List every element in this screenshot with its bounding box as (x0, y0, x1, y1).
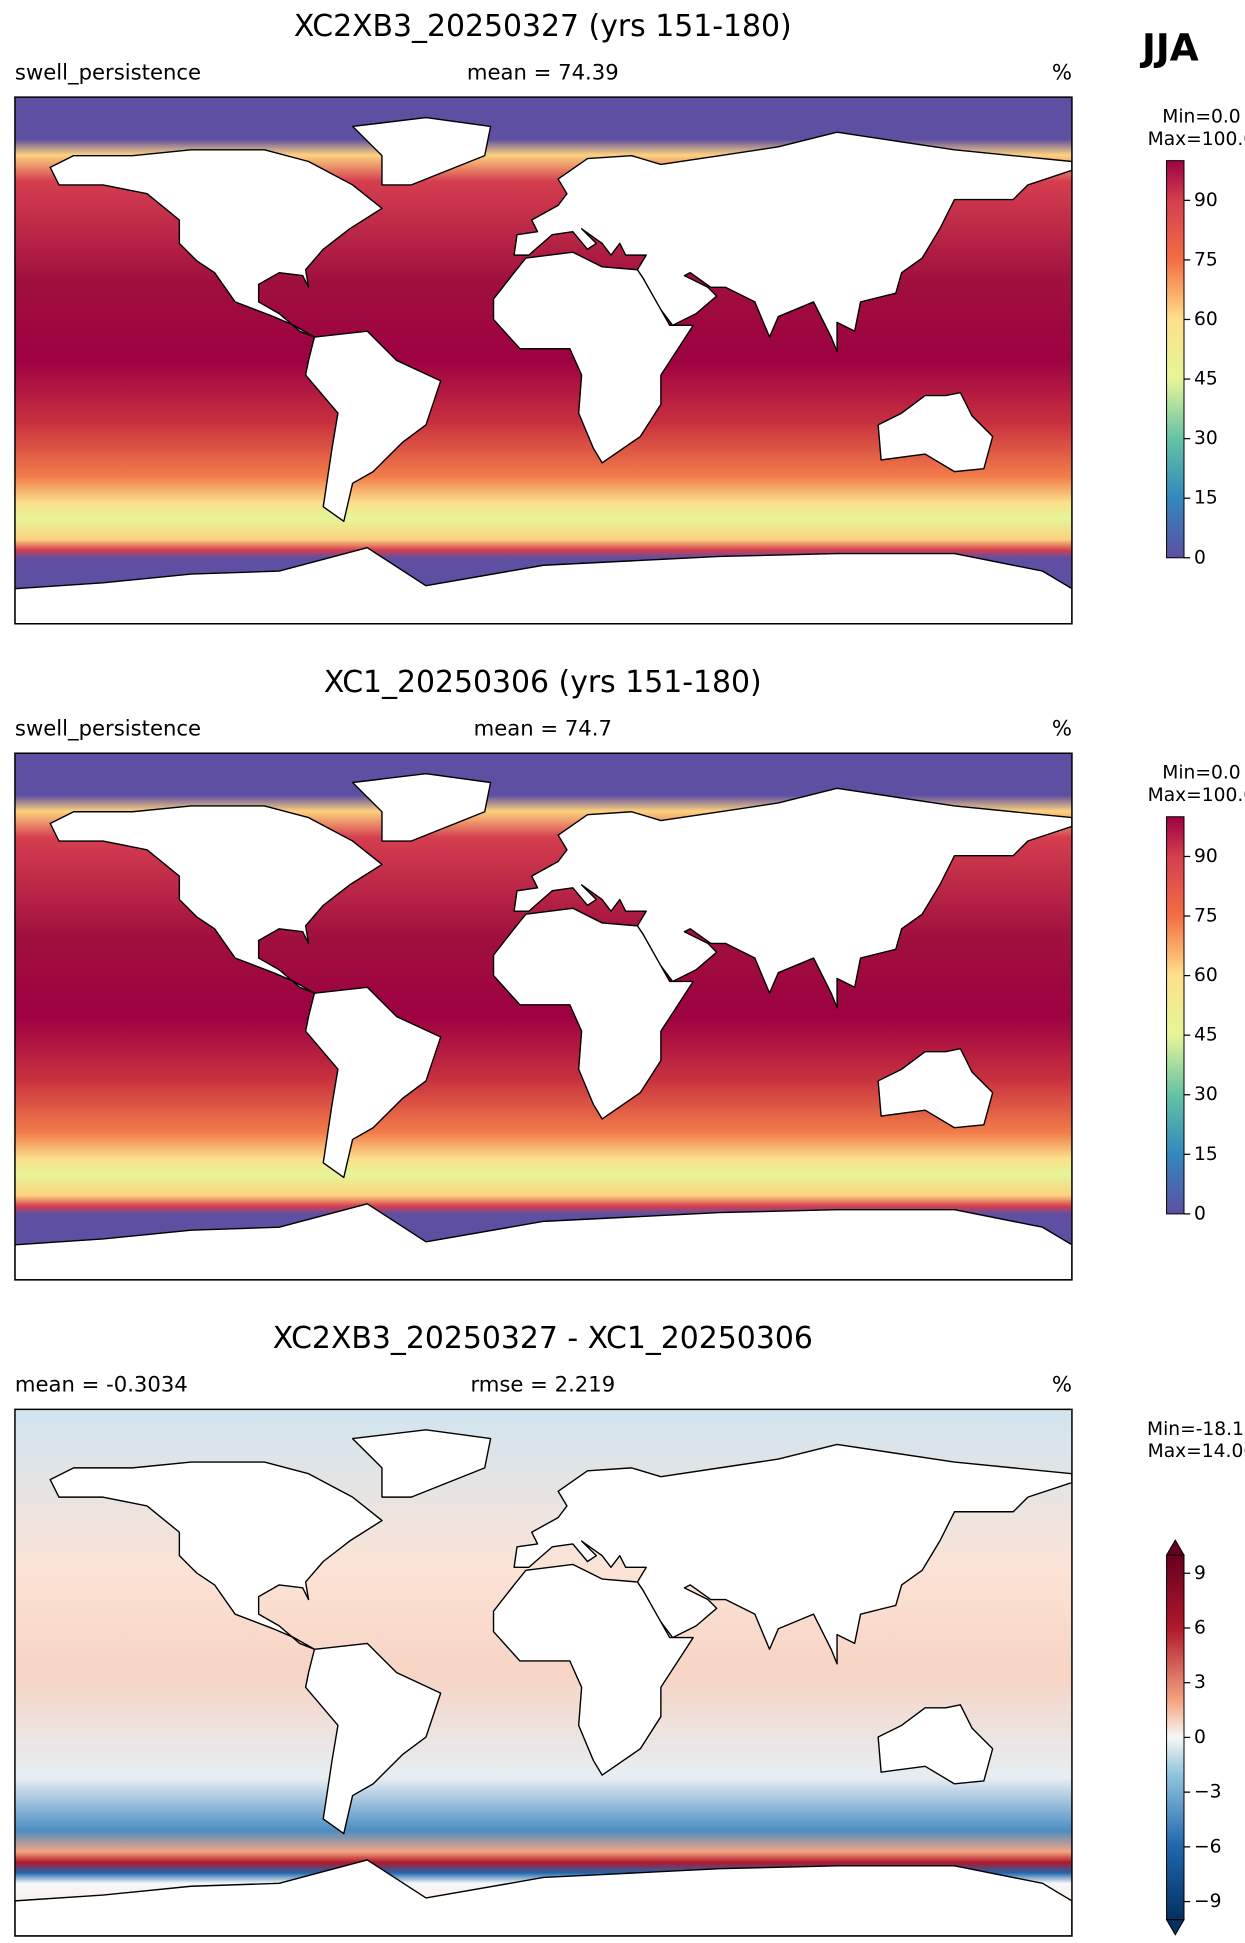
colorbar (1166, 160, 1185, 559)
colorbar-tick-label: 60 (1194, 309, 1218, 330)
map-frame (14, 1408, 1073, 1937)
colorbar-extend-min (1165, 1919, 1185, 1936)
colorbar-tick-label: 45 (1194, 369, 1218, 390)
colorbar-min: Min=-18.12 (1147, 1419, 1245, 1440)
colorbar-min: Min=0.0 (1162, 107, 1240, 128)
panel-title: XC2XB3_20250327 - XC1_20250306 (273, 1321, 813, 1356)
colorbar-tick-label: 0 (1194, 1727, 1206, 1748)
colorbar-tick-label: 30 (1194, 1084, 1218, 1105)
right-label: % (1052, 59, 1072, 84)
colorbar-tick-label: 75 (1194, 249, 1218, 270)
colorbar-tick-label: 3 (1194, 1672, 1206, 1693)
center-label: mean = 74.39 (467, 59, 619, 84)
colorbar (1166, 816, 1185, 1215)
center-label: mean = 74.7 (474, 716, 612, 741)
colorbar-tick-label: 90 (1194, 846, 1218, 867)
colorbar-tick-label: 15 (1194, 1144, 1218, 1165)
colorbar-tick-label: 90 (1194, 190, 1218, 211)
colorbar-tick-label: 15 (1194, 488, 1218, 509)
colorbar-tick-label: 0 (1194, 547, 1206, 568)
colorbar-extend-max (1165, 1539, 1185, 1556)
right-label: % (1052, 1372, 1072, 1397)
colorbar-max: Max=14.06 (1148, 1441, 1245, 1462)
colorbar-tick-label: 60 (1194, 965, 1218, 986)
left-label: swell_persistence (15, 59, 201, 84)
center-label: rmse = 2.219 (470, 1372, 615, 1397)
colorbar-tick-label: 9 (1194, 1563, 1206, 1584)
panel-title: XC2XB3_20250327 (yrs 151-180) (294, 9, 792, 44)
colorbar-tick-label: −6 (1194, 1836, 1222, 1857)
colorbar (1166, 1554, 1185, 1921)
suptitle: JJA (1139, 25, 1199, 69)
map-frame (14, 96, 1073, 625)
colorbar-max: Max=100.0 (1148, 129, 1245, 150)
panel-title: XC1_20250306 (yrs 151-180) (324, 665, 762, 700)
colorbar-tick-label: −3 (1194, 1782, 1222, 1803)
left-label: swell_persistence (15, 716, 201, 741)
map-frame (14, 752, 1073, 1281)
colorbar-min: Min=0.0 (1162, 763, 1240, 784)
colorbar-tick-label: −9 (1194, 1891, 1222, 1912)
colorbar-tick-label: 0 (1194, 1203, 1206, 1224)
left-label: mean = -0.3034 (15, 1372, 188, 1397)
colorbar-tick-label: 75 (1194, 906, 1218, 927)
colorbar-max: Max=100.0 (1148, 785, 1245, 806)
colorbar-tick-label: 30 (1194, 428, 1218, 449)
right-label: % (1052, 716, 1072, 741)
colorbar-tick-label: 6 (1194, 1617, 1206, 1638)
colorbar-tick-label: 45 (1194, 1025, 1218, 1046)
